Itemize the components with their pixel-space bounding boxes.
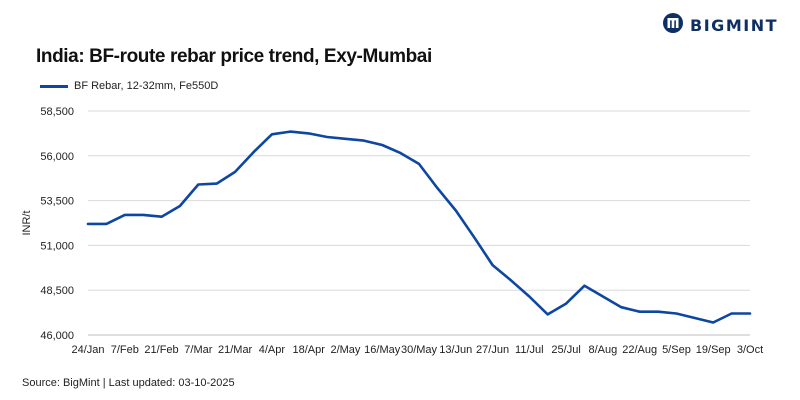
- data-point: [326, 136, 328, 138]
- data-point: [749, 312, 751, 315]
- data-point: [160, 215, 163, 218]
- data-point: [344, 137, 347, 140]
- data-point: [657, 310, 659, 313]
- data-point: [675, 312, 678, 315]
- data-point: [271, 133, 273, 136]
- y-tick-label: 46,000: [40, 330, 74, 342]
- x-tick-label: 24/Jan: [71, 344, 104, 356]
- x-tick-label: 30/May: [401, 344, 438, 356]
- data-point: [399, 152, 402, 154]
- data-point: [583, 284, 586, 287]
- y-tick-label: 56,000: [40, 151, 74, 163]
- x-tick-label: 19/Sep: [696, 344, 731, 356]
- data-point: [234, 171, 236, 173]
- x-tick-label: 3/Oct: [737, 344, 763, 356]
- data-point: [215, 182, 218, 185]
- data-point: [546, 313, 549, 316]
- x-tick-label: 7/Feb: [111, 344, 139, 356]
- logo-text: BIGMINT: [690, 16, 778, 35]
- data-point: [510, 279, 512, 282]
- data-point: [694, 317, 696, 319]
- x-tick-label: 5/Sep: [662, 344, 691, 356]
- legend-label: BF Rebar, 12-32mm, Fe550D: [74, 80, 219, 92]
- x-tick-label: 13/Jun: [439, 344, 472, 356]
- data-point: [87, 223, 89, 225]
- data-point: [473, 236, 475, 239]
- gridlines: [88, 110, 750, 336]
- data-point: [252, 151, 255, 154]
- y-axis: 46,000 48,500 51,000 53,500 56,000 58,500: [40, 106, 74, 342]
- brand-logo: BIGMINT: [662, 12, 778, 39]
- x-axis: 24/Jan 7/Feb 21/Feb 7/Mar 21/Mar 4/Apr 18/Apr 2…: [71, 344, 763, 356]
- x-tick-label: 22/Aug: [622, 344, 657, 356]
- data-point: [620, 306, 623, 309]
- x-tick-label: 7/Mar: [184, 344, 212, 356]
- x-tick-label: 4/Apr: [259, 344, 286, 356]
- x-tick-label: 2/May: [330, 344, 360, 356]
- chart-title: India: BF-route rebar price trend, Exy-M…: [36, 46, 432, 67]
- legend: BF Rebar, 12-32mm, Fe550D: [40, 80, 218, 92]
- y-tick-label: 51,000: [40, 240, 74, 252]
- data-point: [123, 214, 126, 216]
- data-point: [418, 163, 420, 165]
- source-note: Source: BigMint | Last updated: 03-10-20…: [22, 377, 235, 389]
- y-tick-label: 53,500: [40, 196, 74, 208]
- data-point: [142, 214, 144, 216]
- x-tick-label: 27/Jun: [476, 344, 509, 356]
- data-point: [179, 205, 181, 207]
- data-point: [436, 187, 439, 189]
- data-point: [454, 209, 457, 212]
- data-point: [528, 295, 531, 298]
- data-point: [565, 302, 567, 305]
- x-tick-label: 11/Jul: [515, 344, 544, 356]
- series-line: [86, 130, 752, 324]
- x-tick-label: 16/May: [364, 344, 401, 356]
- legend-swatch: [40, 84, 68, 88]
- bigmint-logo-icon: [662, 12, 684, 39]
- x-tick-label: 8/Aug: [589, 344, 618, 356]
- data-point: [491, 264, 494, 266]
- data-point: [381, 144, 384, 146]
- y-tick-label: 58,500: [40, 106, 74, 118]
- y-axis-label: INR/t: [21, 210, 33, 235]
- data-point: [363, 139, 365, 142]
- x-tick-label: 25/Jul: [551, 344, 580, 356]
- data-point: [289, 130, 292, 133]
- data-point: [307, 132, 310, 135]
- x-tick-label: 18/Apr: [292, 344, 325, 356]
- x-tick-label: 21/Mar: [218, 344, 253, 356]
- data-point: [712, 321, 715, 324]
- data-point: [638, 310, 641, 313]
- x-tick-label: 21/Feb: [144, 344, 178, 356]
- y-tick-label: 48,500: [40, 285, 74, 297]
- data-point: [197, 183, 200, 186]
- data-point: [105, 223, 108, 225]
- data-point: [730, 312, 733, 315]
- series-layer: [86, 130, 752, 324]
- data-point: [602, 295, 604, 298]
